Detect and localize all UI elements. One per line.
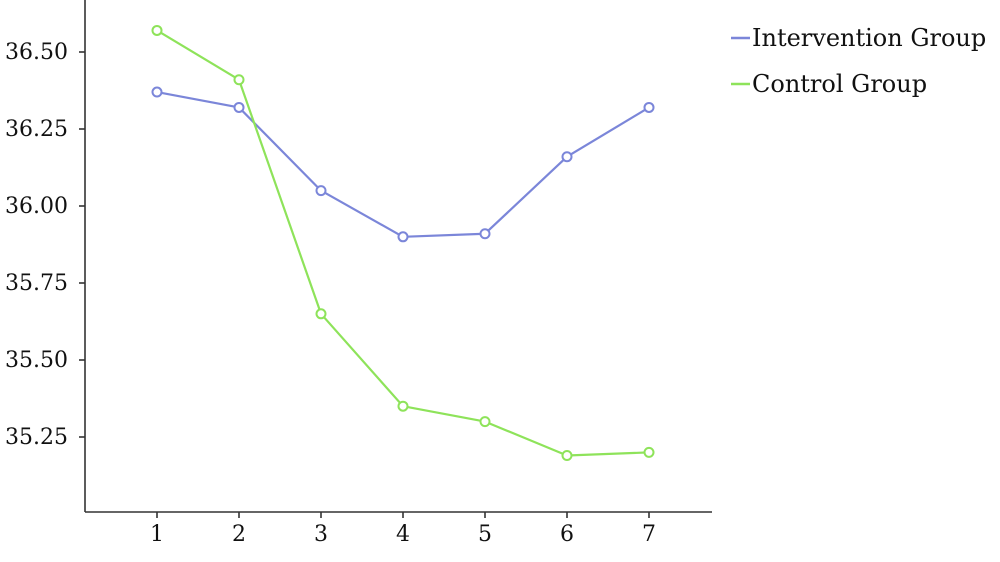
y-tick-label: 36.50 bbox=[5, 40, 68, 65]
data-point bbox=[233, 101, 245, 113]
series-layer bbox=[151, 24, 655, 461]
data-point bbox=[643, 446, 655, 458]
y-tick-label: 35.25 bbox=[5, 425, 68, 450]
data-point bbox=[315, 185, 327, 197]
x-axis: 1 2 3 4 5 6 7 bbox=[150, 512, 656, 547]
legend: Intervention Group Control Group bbox=[731, 24, 986, 98]
data-point bbox=[561, 151, 573, 163]
series-line-control bbox=[156, 29, 650, 457]
y-tick-label: 35.75 bbox=[5, 271, 68, 296]
data-point bbox=[397, 400, 409, 412]
legend-label: Control Group bbox=[752, 70, 927, 98]
data-point bbox=[643, 101, 655, 113]
x-tick-label: 4 bbox=[396, 522, 410, 547]
series-line-intervention bbox=[156, 90, 650, 238]
data-point bbox=[151, 86, 163, 98]
legend-label: Intervention Group bbox=[752, 24, 986, 52]
data-point bbox=[233, 74, 245, 86]
data-point bbox=[479, 416, 491, 428]
data-point bbox=[561, 449, 573, 461]
data-point bbox=[397, 231, 409, 243]
x-tick-label: 6 bbox=[560, 522, 574, 547]
y-tick-label: 36.25 bbox=[5, 117, 68, 142]
y-tick-label: 36.00 bbox=[5, 194, 68, 219]
data-point bbox=[315, 308, 327, 320]
data-point bbox=[479, 228, 491, 240]
x-tick-label: 3 bbox=[314, 522, 328, 547]
y-tick-label: 35.50 bbox=[5, 348, 68, 373]
data-point bbox=[151, 24, 163, 36]
x-tick-label: 2 bbox=[232, 522, 246, 547]
x-tick-label: 5 bbox=[478, 522, 492, 547]
x-tick-label: 1 bbox=[150, 522, 164, 547]
y-axis: 35.25 35.50 35.75 36.00 36.25 36.50 bbox=[5, 40, 85, 450]
x-tick-label: 7 bbox=[642, 522, 656, 547]
